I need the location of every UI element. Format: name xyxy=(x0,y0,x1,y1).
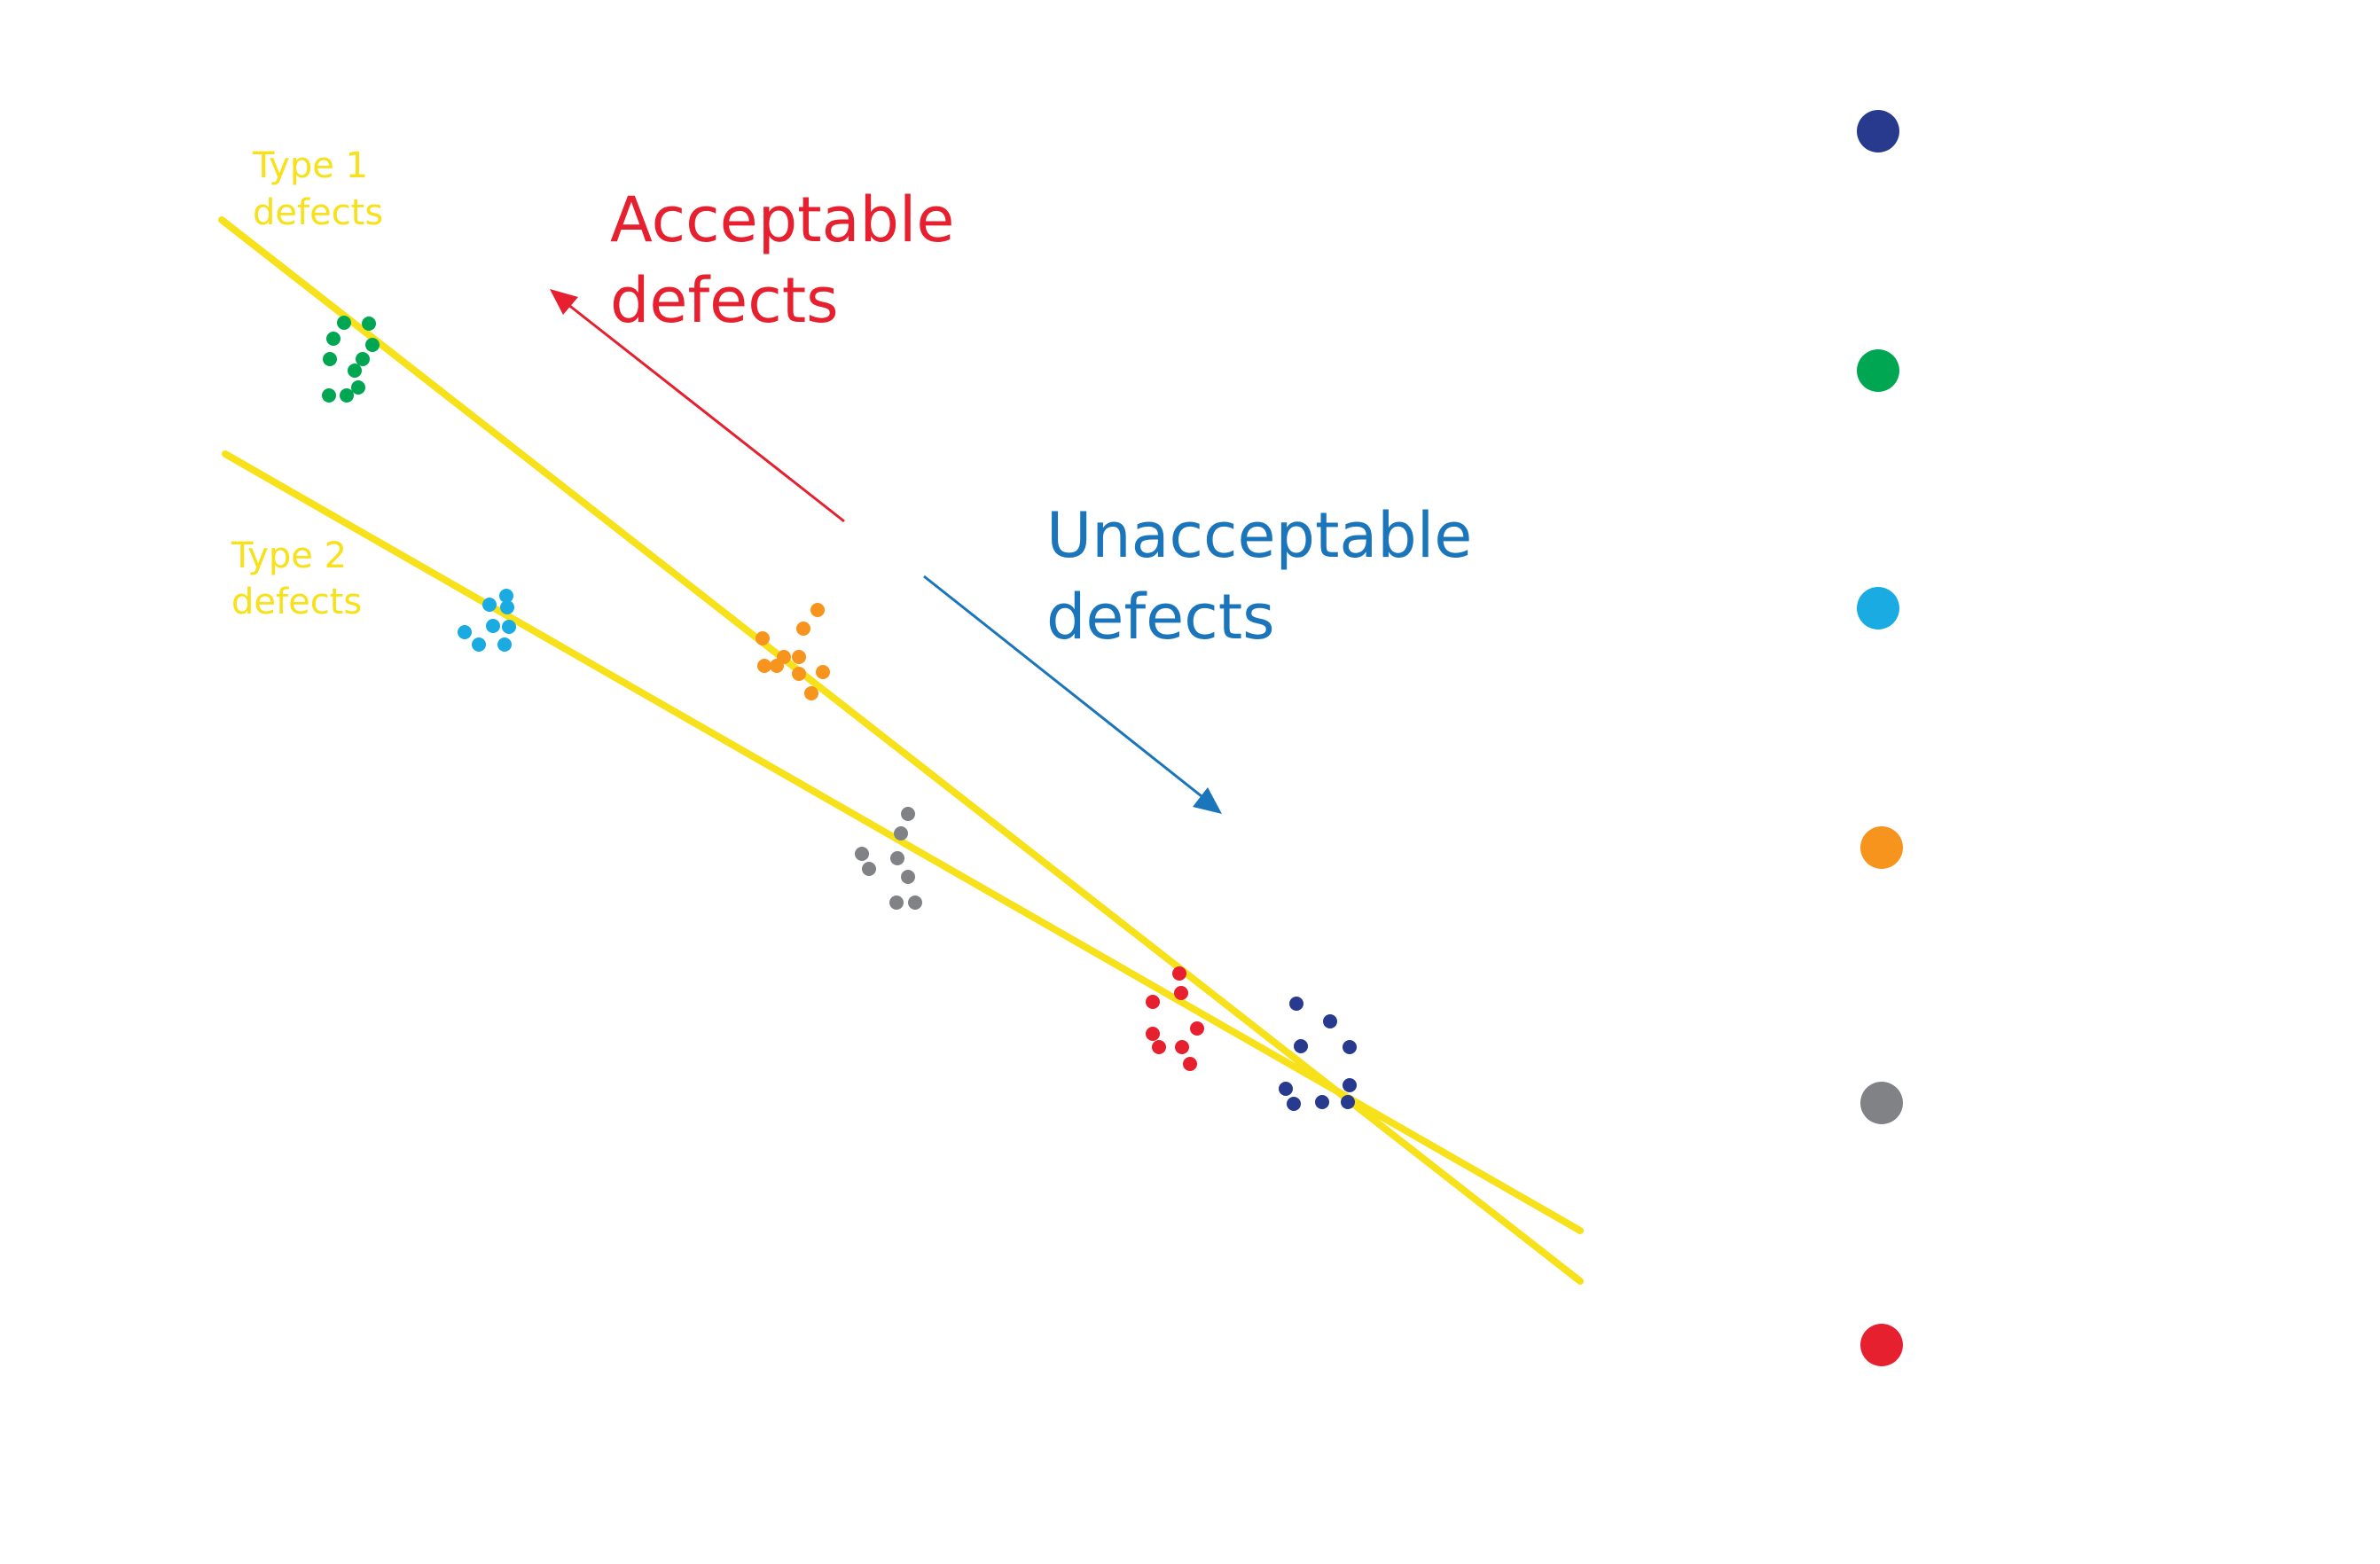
red-point xyxy=(1146,1027,1160,1041)
type-1-line xyxy=(218,216,1584,1285)
green-point xyxy=(323,352,337,366)
cyan-point xyxy=(500,600,514,614)
legend-gray-marker xyxy=(1860,1082,1903,1124)
green-point xyxy=(340,388,354,403)
type-1-label-line1: Type 1 xyxy=(252,145,368,186)
green-point xyxy=(365,338,380,352)
type-2-label-line2: defects xyxy=(231,582,362,622)
gray-point xyxy=(901,870,915,884)
cyan-point xyxy=(502,620,516,634)
gray-point xyxy=(890,851,904,865)
legend-cyan-marker xyxy=(1857,587,1899,630)
green-point xyxy=(348,364,362,378)
unacceptable-label-line1: Unacceptable xyxy=(1046,499,1472,572)
gray-point xyxy=(862,862,876,876)
navy-point xyxy=(1343,1078,1357,1092)
navy-point xyxy=(1279,1082,1293,1096)
legend-red-marker xyxy=(1860,1324,1903,1366)
unacceptable-label-line2: defects xyxy=(1046,581,1275,653)
orange-point xyxy=(816,665,830,679)
green-point xyxy=(322,388,336,403)
green-point xyxy=(351,380,365,395)
cyan-point xyxy=(486,619,500,633)
navy-point xyxy=(1323,1014,1337,1028)
gray-point xyxy=(889,895,904,910)
orange-point xyxy=(755,631,770,645)
red-point xyxy=(1152,1040,1166,1054)
green-cluster xyxy=(322,316,380,403)
red-point xyxy=(1175,1040,1189,1054)
orange-point xyxy=(810,603,825,617)
green-point xyxy=(326,332,341,346)
gray-point xyxy=(855,847,869,861)
red-point xyxy=(1146,995,1160,1009)
red-point xyxy=(1183,1057,1197,1071)
acceptable-label-line1: Acceptable xyxy=(610,184,954,256)
red-point xyxy=(1172,966,1186,981)
unacceptable-arrow xyxy=(923,575,1222,814)
cyan-point xyxy=(458,625,472,639)
red-point xyxy=(1190,1021,1204,1036)
green-point xyxy=(356,352,370,366)
legend-navy-marker xyxy=(1857,110,1899,152)
cyan-point xyxy=(472,637,486,652)
cyan-point xyxy=(482,598,497,612)
gray-point xyxy=(894,826,908,841)
gray-point xyxy=(901,807,915,821)
red-point xyxy=(1174,986,1188,1000)
legend xyxy=(1857,110,1903,1366)
type-2-label-line1: Type 2 xyxy=(231,536,347,576)
orange-point xyxy=(770,659,784,673)
green-point xyxy=(362,317,376,331)
legend-orange-marker xyxy=(1860,826,1903,869)
navy-cluster xyxy=(1279,997,1357,1111)
acceptable-label-line2: defects xyxy=(610,264,839,337)
gray-cluster xyxy=(855,807,922,910)
orange-point xyxy=(796,622,810,636)
acceptable-arrow xyxy=(550,289,845,523)
orange-point xyxy=(792,650,806,664)
navy-point xyxy=(1289,997,1304,1011)
navy-point xyxy=(1343,1040,1357,1054)
red-cluster xyxy=(1146,966,1204,1071)
cyan-cluster xyxy=(458,589,516,652)
orange-point xyxy=(792,667,806,681)
navy-point xyxy=(1341,1095,1355,1109)
navy-point xyxy=(1315,1095,1329,1109)
gray-point xyxy=(908,895,922,910)
cyan-point xyxy=(499,589,513,603)
green-point xyxy=(337,316,351,330)
cyan-point xyxy=(497,637,512,652)
orange-point xyxy=(804,686,818,700)
navy-point xyxy=(1287,1097,1301,1111)
navy-point xyxy=(1294,1039,1308,1053)
type-1-label-line2: defects xyxy=(253,192,383,233)
orange-point xyxy=(757,659,771,673)
orange-cluster xyxy=(755,603,830,700)
legend-green-marker xyxy=(1857,349,1899,392)
